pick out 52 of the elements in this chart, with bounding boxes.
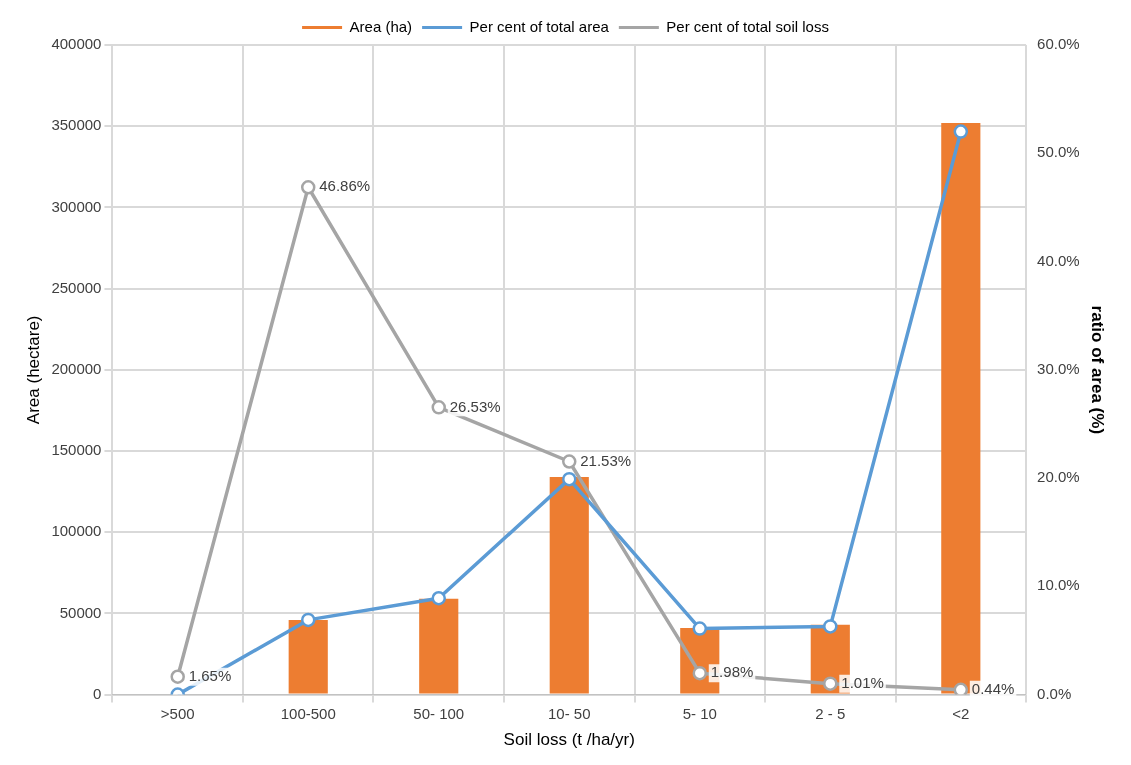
x-axis-title: Soil loss (t /ha/yr) (503, 730, 635, 750)
y-tick-label: 350000 (51, 116, 102, 134)
point (300, 612, 316, 628)
data-label: 21.53% (580, 451, 632, 469)
bar (288, 619, 328, 694)
y2-tick-label: 60.0% (1037, 35, 1080, 53)
point (823, 676, 838, 691)
data-label: 46.86% (319, 177, 371, 195)
point (300, 180, 316, 195)
data-label: 26.53% (449, 397, 501, 415)
point (562, 471, 577, 487)
point (431, 590, 446, 606)
y2-tick-label: 0.0% (1037, 684, 1072, 702)
y-tick-label: 50000 (59, 603, 102, 621)
y-axis-title: Area (hectare) (23, 315, 43, 425)
y2-tick-label: 20.0% (1037, 468, 1080, 486)
legend-label: Area (ha) (349, 17, 413, 35)
bar (549, 476, 589, 694)
x-tick-label: 2 - 5 (815, 704, 846, 722)
y-tick-label: 400000 (51, 35, 102, 53)
x-tick-label: >500 (160, 704, 195, 722)
y-tick-label: 0 (93, 684, 102, 702)
y2-tick-label: 50.0% (1037, 143, 1080, 161)
y-tick-label: 300000 (51, 197, 102, 215)
y-tick-label: 100000 (51, 522, 102, 540)
x-tick-label: 10- 50 (547, 704, 591, 722)
point (170, 669, 185, 684)
data-label: 0.44% (971, 679, 1015, 697)
point (431, 400, 446, 415)
point (823, 619, 838, 634)
point (953, 682, 969, 695)
legend-label: Per cent of total area (469, 17, 610, 35)
data-label: 1.98% (710, 663, 754, 681)
legend-label: Per cent of total soil loss (666, 17, 829, 35)
point (953, 124, 969, 139)
x-tick-label: 100-500 (280, 704, 336, 722)
point (562, 454, 577, 469)
y2-tick-label: 10.0% (1037, 576, 1080, 594)
y-tick-label: 250000 (51, 278, 102, 296)
y2-tick-label: 40.0% (1037, 251, 1080, 269)
x-tick-label: 50- 100 (413, 704, 465, 722)
y-tick-label: 200000 (51, 359, 102, 377)
x-tick-label: 5- 10 (682, 704, 717, 722)
y-tick-label: 150000 (51, 441, 102, 459)
point (692, 621, 708, 636)
bar (419, 598, 459, 694)
x-tick-label: <2 (952, 704, 970, 722)
data-label: 1.65% (188, 666, 232, 684)
point (692, 665, 708, 681)
y2-tick-label: 30.0% (1037, 359, 1080, 377)
y2-axis-title: ratio of area (%) (1088, 305, 1108, 435)
data-label: 1.01% (841, 673, 884, 691)
